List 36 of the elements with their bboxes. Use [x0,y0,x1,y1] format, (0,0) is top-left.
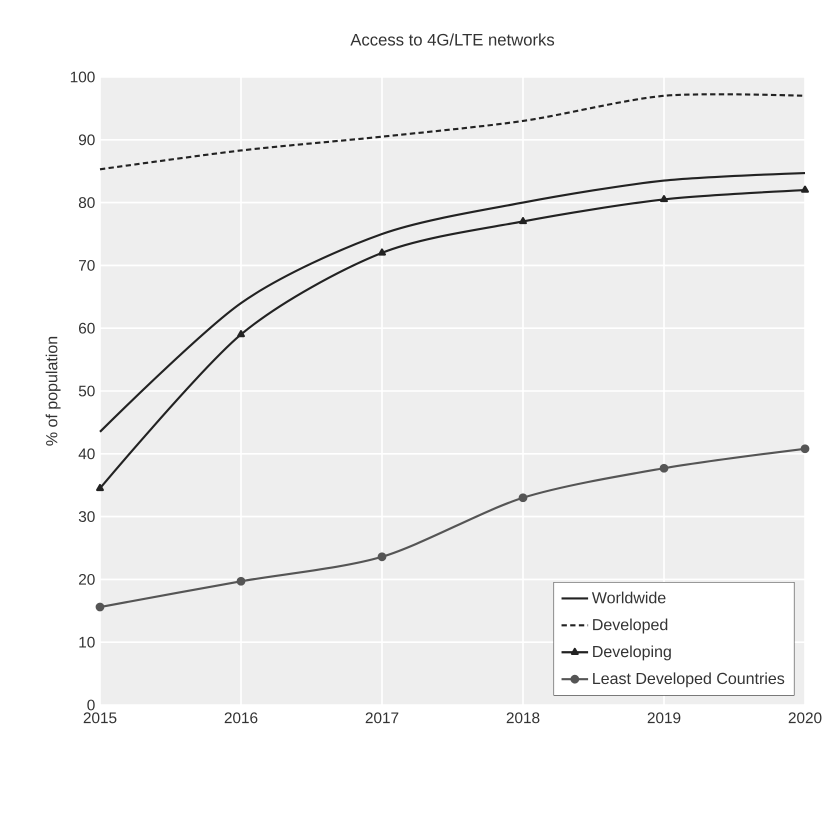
y-tick-label: 10 [79,636,95,648]
point [96,602,104,612]
y-tick-label: 70 [79,260,95,271]
point [236,576,246,586]
point [378,552,386,562]
legend-label: Worldwide [592,592,666,604]
point [801,186,809,193]
y-tick-label: 20 [79,574,95,585]
point [800,444,810,454]
y-tick-label: 30 [78,511,95,522]
point [237,330,245,338]
point [518,493,528,502]
y-axis-title: % of population [46,336,61,446]
y-tick-label: 0 [87,700,95,710]
x-tick-label: 2020 [788,712,822,724]
y-tick-label: 60 [79,322,95,334]
y-tick-label: 80 [78,197,95,208]
x-tick-label: 2019 [648,712,680,724]
legend-label: Developing [593,645,671,660]
line-series [98,172,806,433]
point [519,217,527,224]
x-tick-label: 2015 [84,712,116,724]
point [660,195,668,202]
y-tick-label: 90 [78,134,95,146]
point [96,484,104,492]
y-tick-label: 50 [78,386,95,396]
chart-title: Access to 4G/LTE networks [350,33,554,46]
point [660,464,668,473]
x-tick-label: 2017 [366,712,398,724]
point [378,248,386,256]
legend-label: Least Developed Countries [593,672,784,688]
x-tick-label: 2016 [224,712,258,724]
y-tick-label: 100 [70,72,95,82]
legend-label: Developed [593,618,668,634]
x-tick-label: 2018 [506,712,540,724]
y-tick-label: 40 [78,448,95,460]
